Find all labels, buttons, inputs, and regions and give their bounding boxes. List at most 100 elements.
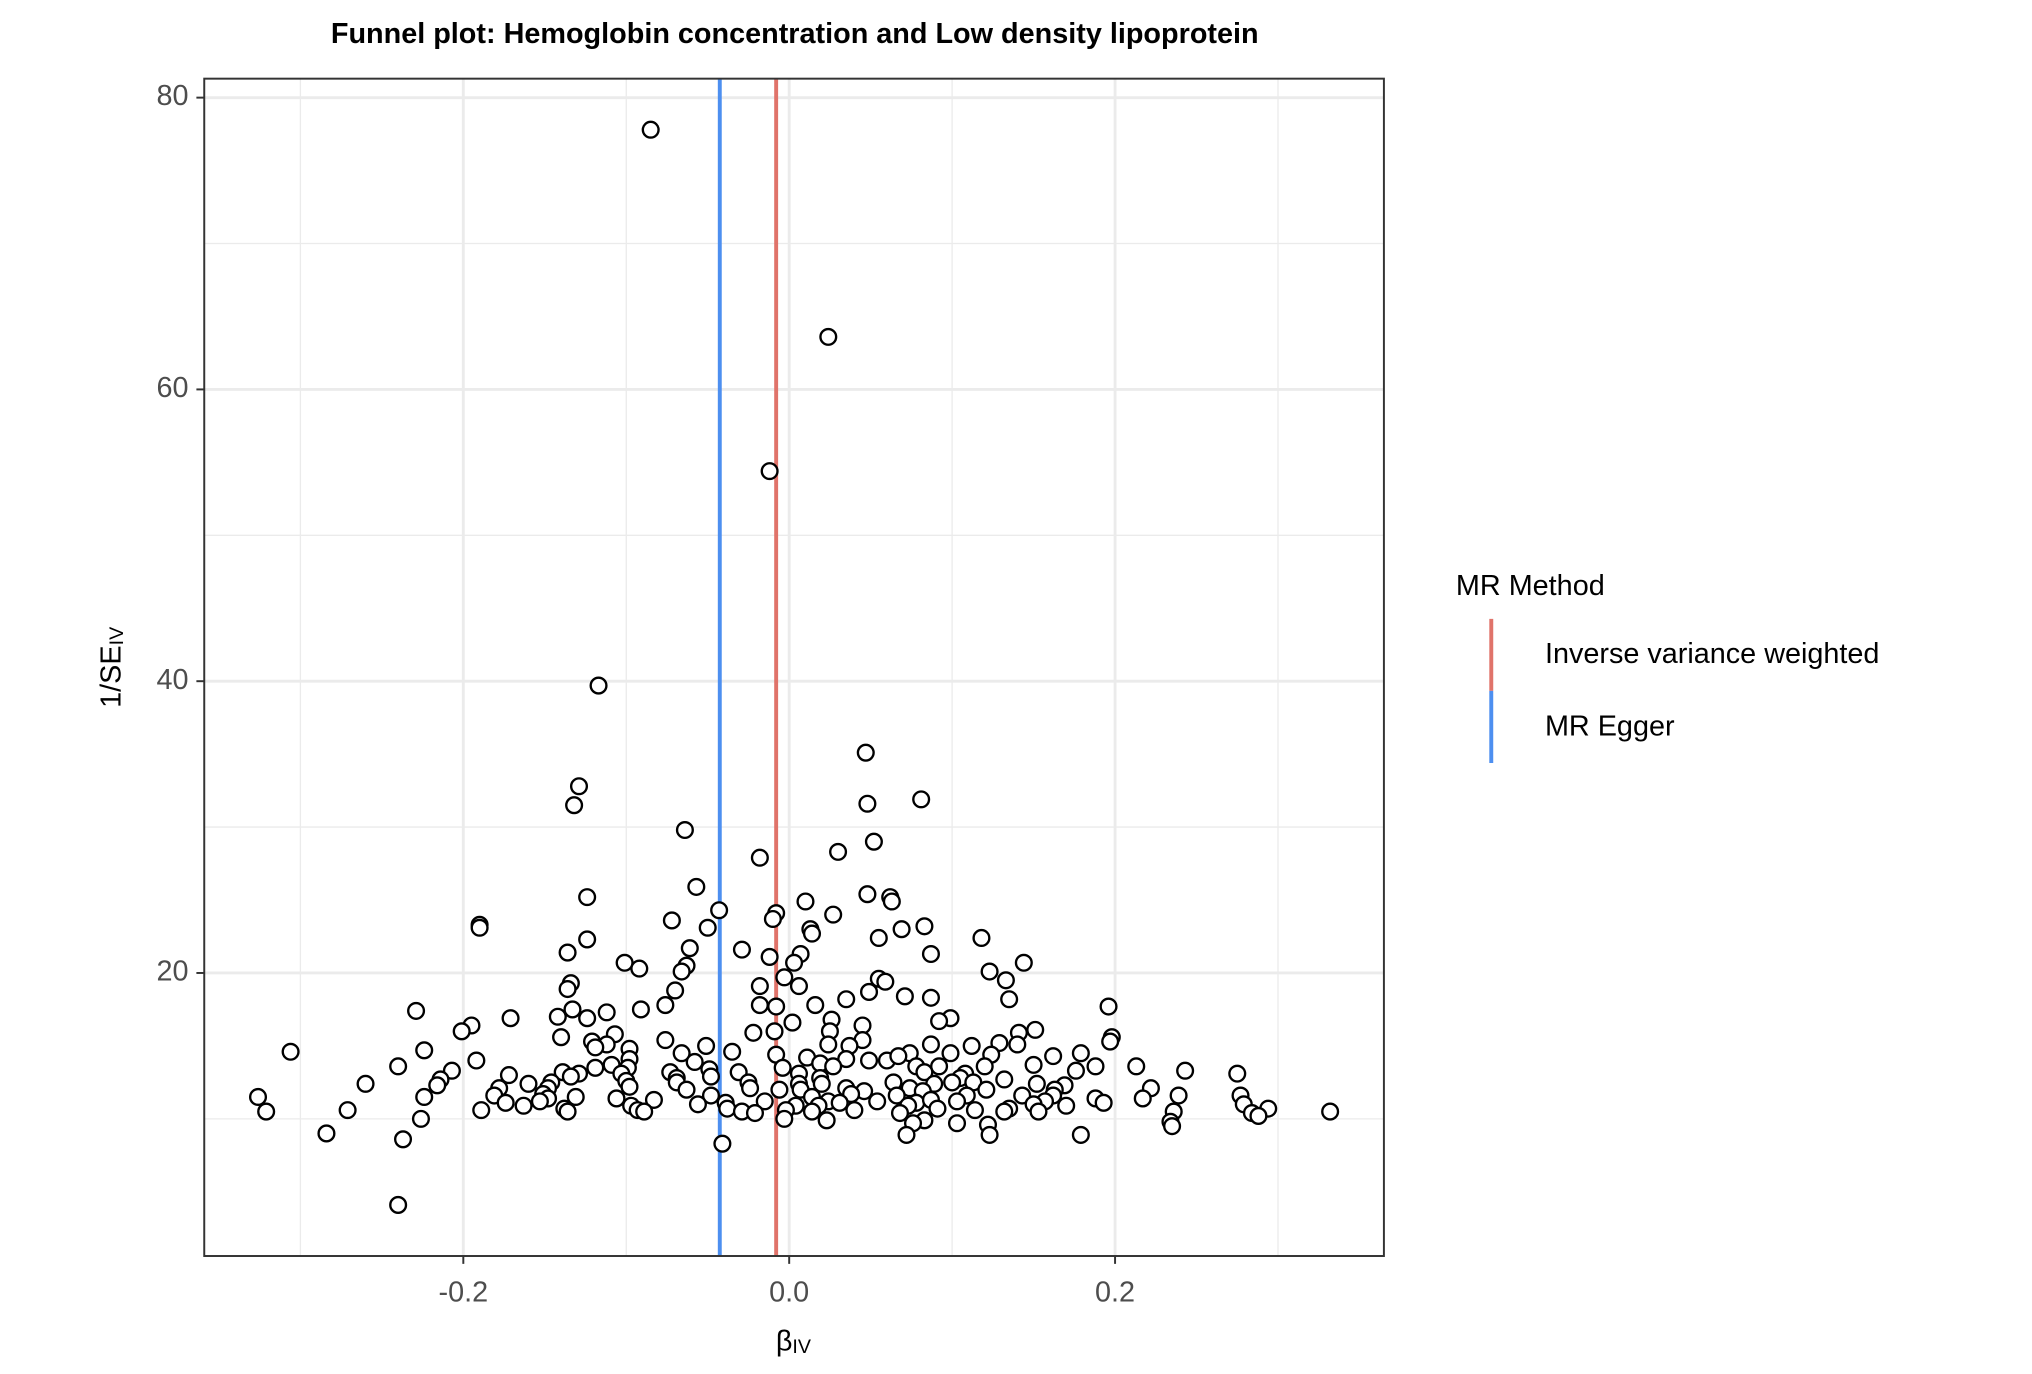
point [393,1130,413,1149]
point [389,1057,408,1076]
legend-label: MR Egger [1545,710,1675,742]
point [802,1102,822,1121]
point [501,1009,520,1028]
point [1024,1055,1043,1074]
point [890,1103,910,1123]
point [1099,997,1118,1016]
y-axis-title-main: 1/SE [95,645,127,708]
point [558,979,577,999]
point [713,1134,732,1153]
point [519,1074,538,1093]
point [620,1077,639,1096]
point [710,901,729,920]
point [698,918,717,937]
point [672,1044,691,1063]
point [921,988,940,1007]
point [996,971,1015,990]
point [635,1102,654,1121]
point [552,1028,571,1047]
point [257,1102,276,1121]
point [962,1036,981,1055]
point [977,1080,996,1099]
point [672,962,691,981]
point [760,462,779,481]
point [607,1089,626,1108]
point [915,1063,934,1082]
point [1044,1047,1063,1066]
point [1027,1074,1046,1093]
point [921,944,940,964]
point [750,996,769,1015]
point [895,987,914,1006]
y-tick-label: 20 [156,956,188,988]
point [859,1051,879,1070]
point [980,962,999,981]
x-tick-label: 0.0 [769,1277,809,1309]
point [389,1195,408,1214]
point [889,1047,908,1066]
point [644,1090,663,1109]
point [1321,1102,1340,1121]
point [641,120,660,139]
point [741,1079,760,1098]
point [947,1092,967,1111]
point [1086,1057,1105,1076]
point [887,1086,906,1105]
point [930,1012,949,1031]
point [965,1101,984,1120]
point [1127,1057,1146,1076]
point [1014,953,1033,972]
point [578,1009,597,1028]
point [578,888,597,907]
point [566,1087,585,1107]
point [876,972,895,991]
point [356,1074,375,1093]
point [947,1114,967,1133]
x-axis-title: βIV [776,1325,812,1358]
point [1176,1061,1195,1080]
point [499,1066,518,1085]
point [943,1073,962,1092]
point [338,1101,357,1120]
point [763,909,782,929]
point [732,940,751,959]
point [1249,1106,1268,1125]
point [701,1086,721,1105]
point [1066,1061,1085,1080]
point [407,1001,426,1020]
point [586,1038,605,1057]
point [565,796,584,815]
point [530,1092,549,1111]
point [767,997,786,1016]
point [1169,1086,1188,1105]
point [819,1035,838,1054]
point [563,1000,582,1019]
point [688,1095,707,1114]
panel-border [203,77,1385,1257]
point [1071,1125,1090,1144]
point [819,327,838,346]
point [411,1109,430,1128]
point [697,1036,716,1055]
point [1228,1064,1247,1083]
point [561,1067,580,1086]
point [472,1101,491,1120]
point [1026,1020,1045,1039]
x-tick-label: -0.2 [439,1277,489,1309]
legend-label: Inverse variance weighted [1545,638,1880,670]
point [744,1023,763,1042]
point [1163,1117,1182,1136]
point [921,1035,940,1054]
point [745,1103,765,1123]
point [666,981,685,1000]
point [785,953,804,972]
y-axis-title-sub: IV [106,626,128,645]
point [558,943,577,962]
point [802,924,822,943]
point [858,794,877,813]
y-tick-label: 40 [156,664,188,696]
point [755,1092,774,1111]
point [859,982,879,1001]
